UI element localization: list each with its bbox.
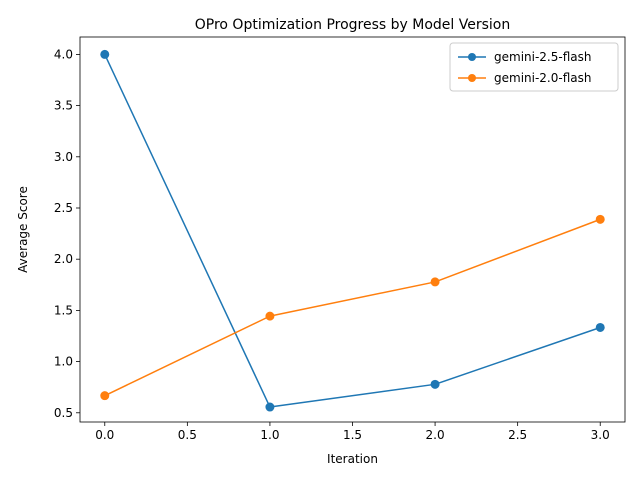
data-point-gemini-2.0-flash	[430, 277, 440, 287]
y-tick-label: 2.0	[54, 252, 73, 266]
y-tick-label: 3.5	[54, 99, 73, 113]
y-tick-label: 4.0	[54, 47, 73, 61]
plot-area: 0.0 0.5 1.0 1.5 2.0 2.5 3.0 0.5 1.0 1.5 2.0 2.5 3.0 3…	[54, 36, 626, 442]
y-tick-label: 1.5	[54, 303, 73, 317]
legend-label: gemini-2.0-flash	[494, 71, 591, 85]
x-tick-label: 1.0	[260, 428, 279, 442]
legend-box	[449, 42, 619, 92]
data-point-gemini-2.0-flash	[265, 311, 275, 321]
legend: gemini-2.5-flash gemini-2.0-flash	[449, 42, 619, 92]
data-point-gemini-2.5-flash	[430, 379, 440, 389]
x-axis-label: Iteration	[327, 452, 378, 466]
data-point-gemini-2.5-flash	[265, 402, 275, 412]
y-tick-label: 1.0	[54, 355, 73, 369]
chart-title: OPro Optimization Progress by Model Vers…	[195, 17, 510, 33]
legend-label: gemini-2.5-flash	[494, 50, 591, 64]
x-tick-label: 0.5	[178, 428, 197, 442]
series-line-gemini-2.0-flash	[104, 218, 601, 397]
legend-marker-gemini-2.5-flash	[468, 53, 476, 61]
y-axis-label: Average Score	[16, 186, 30, 273]
plot-frame	[79, 36, 626, 423]
data-point-gemini-2.0-flash	[100, 391, 110, 401]
y-tick-label: 0.5	[54, 406, 73, 420]
x-tick-label: 0.0	[95, 428, 114, 442]
y-tick-label: 2.5	[54, 201, 73, 215]
series-line-gemini-2.5-flash	[104, 54, 601, 408]
x-tick-label: 3.0	[591, 428, 610, 442]
data-point-gemini-2.0-flash	[595, 214, 605, 224]
x-tick-label: 1.5	[343, 428, 362, 442]
x-tick-label: 2.5	[508, 428, 527, 442]
data-point-gemini-2.5-flash	[595, 322, 605, 332]
data-point-gemini-2.5-flash	[100, 49, 110, 59]
y-tick-label: 3.0	[54, 150, 73, 164]
legend-marker-gemini-2.0-flash	[468, 74, 476, 82]
x-tick-label: 2.0	[426, 428, 445, 442]
